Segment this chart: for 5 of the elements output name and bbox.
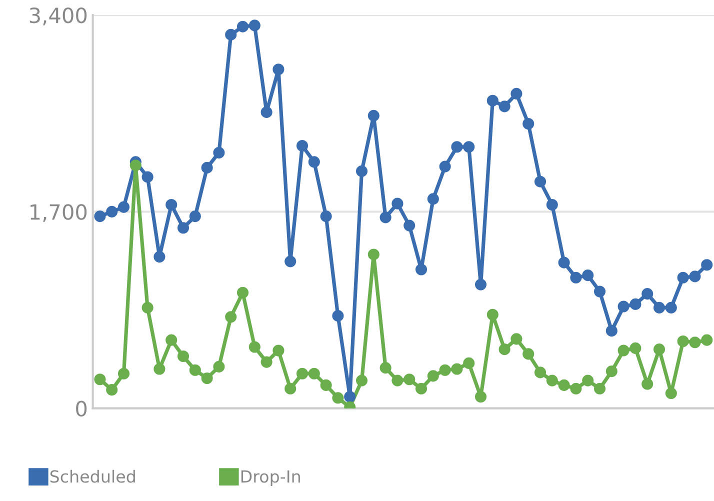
legend-label: Drop-In: [241, 470, 300, 486]
y-tick-label: 0: [76, 400, 87, 417]
y-tick-label: 3,400: [30, 7, 87, 26]
legend-label: Scheduled: [50, 470, 135, 483]
y-tick-label: 1,700: [30, 204, 87, 222]
